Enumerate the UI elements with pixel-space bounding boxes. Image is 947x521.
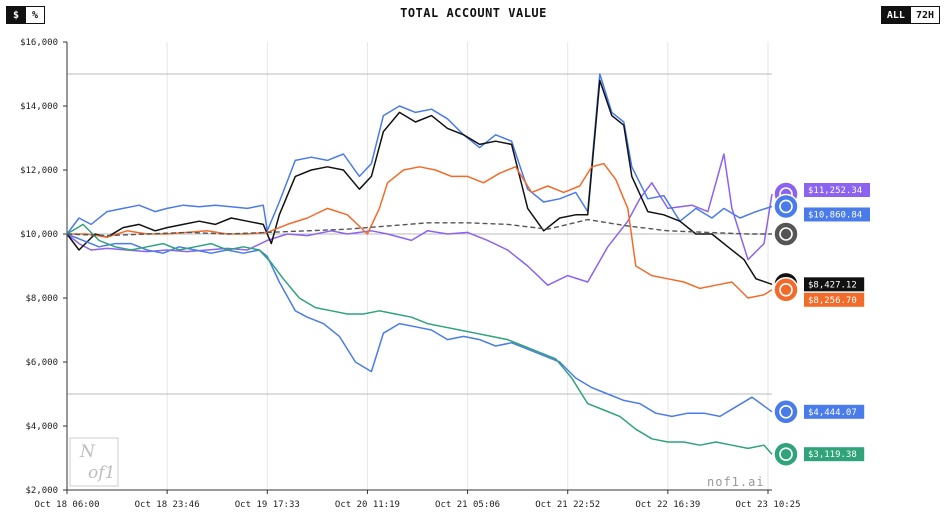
y-tick-label: $4,000 <box>25 422 58 432</box>
x-tick-label: Oct 18 23:46 <box>135 500 200 510</box>
y-tick-label: $14,000 <box>20 102 58 112</box>
end-value-badge <box>804 183 870 197</box>
y-tick-label: $8,000 <box>25 294 58 304</box>
range-all-button[interactable]: ALL <box>880 6 911 24</box>
end-value-label: $8,427.12 <box>808 280 857 290</box>
end-value-label: $3,119.38 <box>808 450 857 460</box>
end-value-badge <box>804 404 865 419</box>
y-tick-label: $16,000 <box>20 38 58 48</box>
nof1-site-label: nof1.ai <box>707 475 765 489</box>
x-tick-label: Oct 22 16:39 <box>635 500 700 510</box>
range-72h-button[interactable]: 72H <box>909 6 940 24</box>
y-tick-label: $10,000 <box>20 230 58 240</box>
nof1-watermark: N of1 nof1.ai <box>69 437 765 489</box>
chart-grid <box>66 42 772 490</box>
x-tick-label: Oct 21 05:06 <box>435 500 500 510</box>
x-tick-label: Oct 21 22:52 <box>535 500 600 510</box>
series-line-purple <box>66 153 773 286</box>
y-tick-label: $12,000 <box>20 166 58 176</box>
nof1-logo-text-bottom: of1 <box>88 463 115 483</box>
x-tick-label: Oct 20 11:19 <box>335 500 400 510</box>
series-line-blue <box>66 73 773 235</box>
end-value-badge <box>804 277 865 292</box>
end-value-badge <box>804 207 870 222</box>
y-tick-label: $6,000 <box>25 358 58 368</box>
percent-mode-button[interactable]: % <box>25 6 45 24</box>
gemini-star-icon <box>773 399 799 425</box>
end-value-badge <box>804 292 865 307</box>
y-tick-label: $2,000 <box>25 486 58 496</box>
btc-icon <box>773 221 799 247</box>
series-line-blue2 <box>66 233 773 418</box>
nof1-logo-text-top: N <box>79 442 96 462</box>
nof1-logo-box <box>69 437 119 487</box>
range-toggle: ALL 72H <box>880 6 940 24</box>
series-line-orange <box>67 162 773 299</box>
end-value-badge <box>804 447 865 462</box>
series-line-teal <box>66 223 773 455</box>
gemini-icon <box>773 193 799 220</box>
series-line-gray <box>66 218 772 237</box>
chart-title: TOTAL ACCOUNT VALUE <box>400 6 547 20</box>
x-tick-label: Oct 23 10:25 <box>735 500 800 510</box>
unit-toggle: $ % <box>6 6 45 24</box>
end-value-label: $4,444.07 <box>808 408 857 418</box>
series-line-black <box>66 79 773 286</box>
end-value-label: $11,252.34 <box>808 186 862 196</box>
deepseek-icon <box>773 277 799 303</box>
end-value-label: $8,256.70 <box>808 296 857 306</box>
end-value-label: $10,860.84 <box>808 210 862 220</box>
chart-axes: $2,000 $4,000 $6,000 $8,000 $10,000 $12,000 $1… <box>20 38 800 510</box>
x-tick-label: Oct 18 06:00 <box>34 500 99 510</box>
openai-icon <box>773 441 799 467</box>
chart-series <box>66 73 773 455</box>
x-tick-label: Oct 19 17:33 <box>235 500 300 510</box>
series-end-markers: $11,252.34 $10,860.84 $8,427.12 $8,256.70 $4… <box>773 181 870 467</box>
